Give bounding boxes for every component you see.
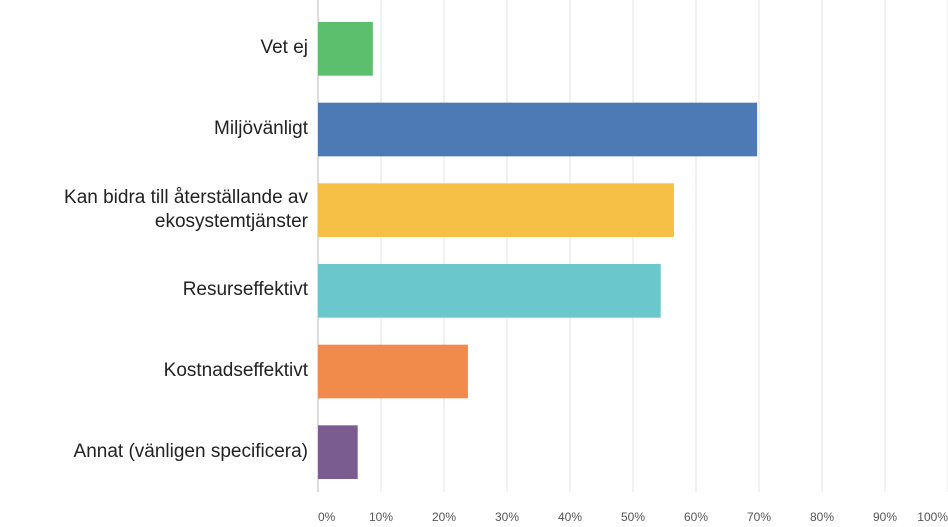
x-tick-label: 40% — [558, 510, 582, 524]
bar — [318, 264, 661, 318]
x-tick-label: 0% — [318, 510, 336, 524]
x-tick-label: 50% — [621, 510, 645, 524]
x-tick-label: 20% — [432, 510, 456, 524]
category-label: Miljövänligt — [214, 117, 308, 139]
category-label: Resurseffektivt — [182, 279, 308, 301]
bar — [318, 344, 468, 399]
category-label: Annat (vänligen specificera) — [73, 440, 308, 462]
x-tick-label: 60% — [684, 510, 708, 524]
category-label: Vet ej — [260, 37, 308, 59]
x-tick-label: 30% — [495, 510, 519, 524]
x-tick-label: 100% — [917, 510, 948, 524]
x-tick-label: 90% — [873, 510, 897, 524]
category-label: Kostnadseffektivt — [163, 359, 308, 381]
bar — [318, 22, 373, 76]
x-tick-label: 70% — [747, 510, 771, 524]
x-tick-label: 10% — [369, 510, 393, 524]
bar — [318, 183, 674, 237]
bar — [318, 425, 358, 479]
bar — [318, 102, 758, 157]
category-label: Kan bidra till återställande av ekosyste… — [64, 186, 308, 232]
x-tick-label: 80% — [810, 510, 834, 524]
